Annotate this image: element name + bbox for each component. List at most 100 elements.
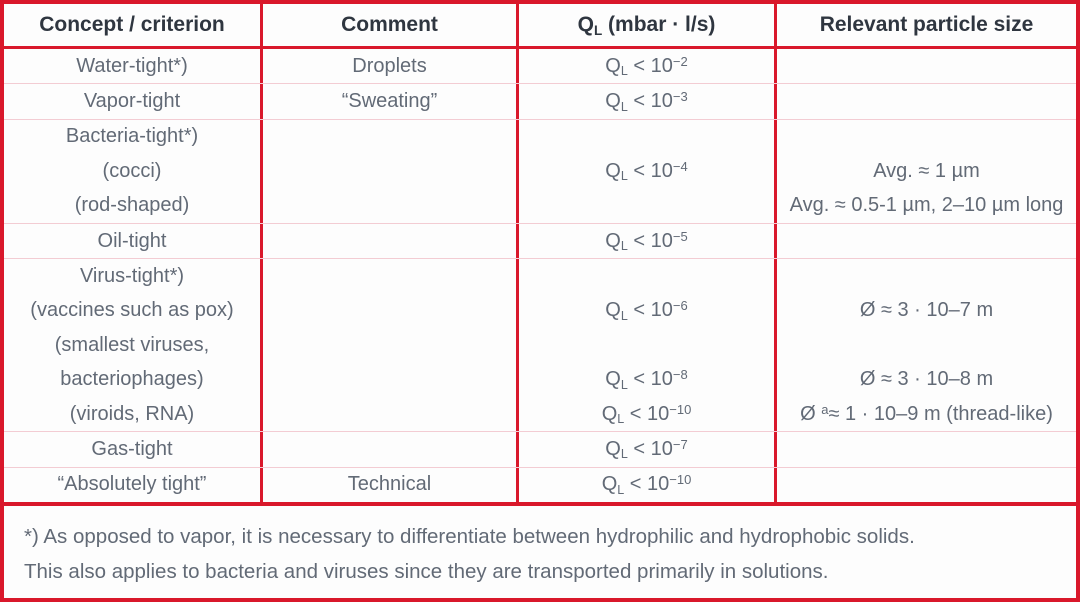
cell-line: Avg. ≈ 1 µm [777,154,1076,188]
cell-line: “Absolutely tight” [4,468,260,502]
cell-line [519,189,774,223]
cell-particle-size [777,224,1076,258]
text-segment: Comment [341,13,438,36]
cell-particle-size: Avg. ≈ 1 µm Avg. ≈ 0.5-1 µm, 2–10 µm long [777,120,1076,223]
cell-line: Oil-tight [4,224,260,258]
cell-line: Avg. ≈ 0.5-1 µm, 2–10 µm long [777,189,1076,223]
cell-line [263,397,516,431]
text-segment: Water-tight*) [76,54,188,77]
text-segment: Oil-tight [97,229,167,252]
cell-line [777,468,1076,502]
cell-line: “Sweating” [263,84,516,118]
text-segment: Ø ≈ 3 · 10–7 m [859,299,994,322]
cell-concept: Water-tight*) [4,49,263,84]
cell-line: (viroids, RNA) [4,397,260,431]
cell-comment: Droplets [263,49,519,84]
cell-line: Vapor-tight [4,84,260,118]
cell-line [263,120,516,154]
cell-line: (cocci) [4,154,260,188]
text-segment: Q [605,437,621,460]
text-segment: Q [605,229,621,252]
text-segment: Avg. ≈ 1 µm [873,159,980,182]
text-segment: < 10 [624,402,670,425]
cell-particle-size [777,84,1076,118]
text-segment: Q [601,473,618,496]
cell-line: (rod-shaped) [4,189,260,223]
cell-concept: Oil-tight [4,223,263,259]
superscript: −2 [672,53,688,69]
text-segment: < 10 [627,437,673,460]
cell-line [777,84,1076,118]
cell-line [263,224,516,258]
text-segment: Virus-tight*) [79,265,185,288]
text-segment: Concept / criterion [39,13,225,36]
cell-particle-size: Ø ≈ 3 · 10–7 m Ø ≈ 3 · 10–8 m Ø a ≈ 1 · 10–… [777,259,1076,431]
cell-line: (smallest viruses, [4,328,260,362]
superscript: −4 [672,158,688,174]
text-segment: “Absolutely tight” [57,473,207,496]
cell-line [777,328,1076,362]
cell-line: bacteriophages) [4,363,260,397]
cell-line: (vaccines such as pox) [4,294,260,328]
cell-comment [263,259,519,432]
cell-comment [263,223,519,259]
text-segment: Q [605,90,621,113]
footnote-line-1: *) As opposed to vapor, it is necessary … [24,524,915,548]
superscript: −5 [672,228,688,244]
text-segment: < 10 [624,473,670,496]
superscript: −10 [669,472,692,488]
subscript: L [620,447,628,462]
text-segment: “Sweating” [341,90,438,113]
superscript: −7 [672,436,688,452]
text-segment: Droplets [352,54,427,77]
cell-line [519,259,774,293]
cell-concept: Bacteria-tight*) (cocci) (rod-shaped) [4,119,263,223]
text-segment: Avg. ≈ 0.5-1 µm, 2–10 µm long [789,194,1064,217]
text-segment: Ø ≈ 3 · 10–8 m [859,368,994,391]
cell-line [263,432,516,466]
text-segment: < 10 [627,229,673,252]
text-segment: < 10 [627,90,673,113]
subscript: L [620,169,628,184]
cell-comment [263,432,519,467]
cell-line [777,259,1076,293]
text-segment: Vapor-tight [83,90,181,113]
cell-line [777,49,1076,83]
cell-line [263,294,516,328]
cell-particle-size [777,432,1076,466]
superscript: −8 [672,367,688,383]
text-segment: (viroids, RNA) [69,402,195,425]
text-segment: (cocci) [102,159,162,182]
text-segment: Relevant particle size [819,13,1034,36]
text-segment: (smallest viruses, [54,333,210,356]
subscript: L [620,377,628,392]
cell-line: Bacteria-tight*) [4,120,260,154]
cell-concept: “Absolutely tight” [4,467,263,503]
cell-line [777,120,1076,154]
cell-particle-size [777,468,1076,502]
header-relevant-particle-size: Relevant particle size [777,4,1076,46]
cell-line: Ø ≈ 3 · 10–7 m [777,294,1076,328]
cell-particle-size [777,49,1076,83]
text-segment: Q [605,159,621,182]
subscript: L [620,99,628,114]
cell-line: Virus-tight*) [4,259,260,293]
cell-line: Technical [263,468,516,502]
text-segment: Q [605,299,621,322]
cell-concept: Gas-tight [4,432,263,467]
cell-comment [263,119,519,223]
